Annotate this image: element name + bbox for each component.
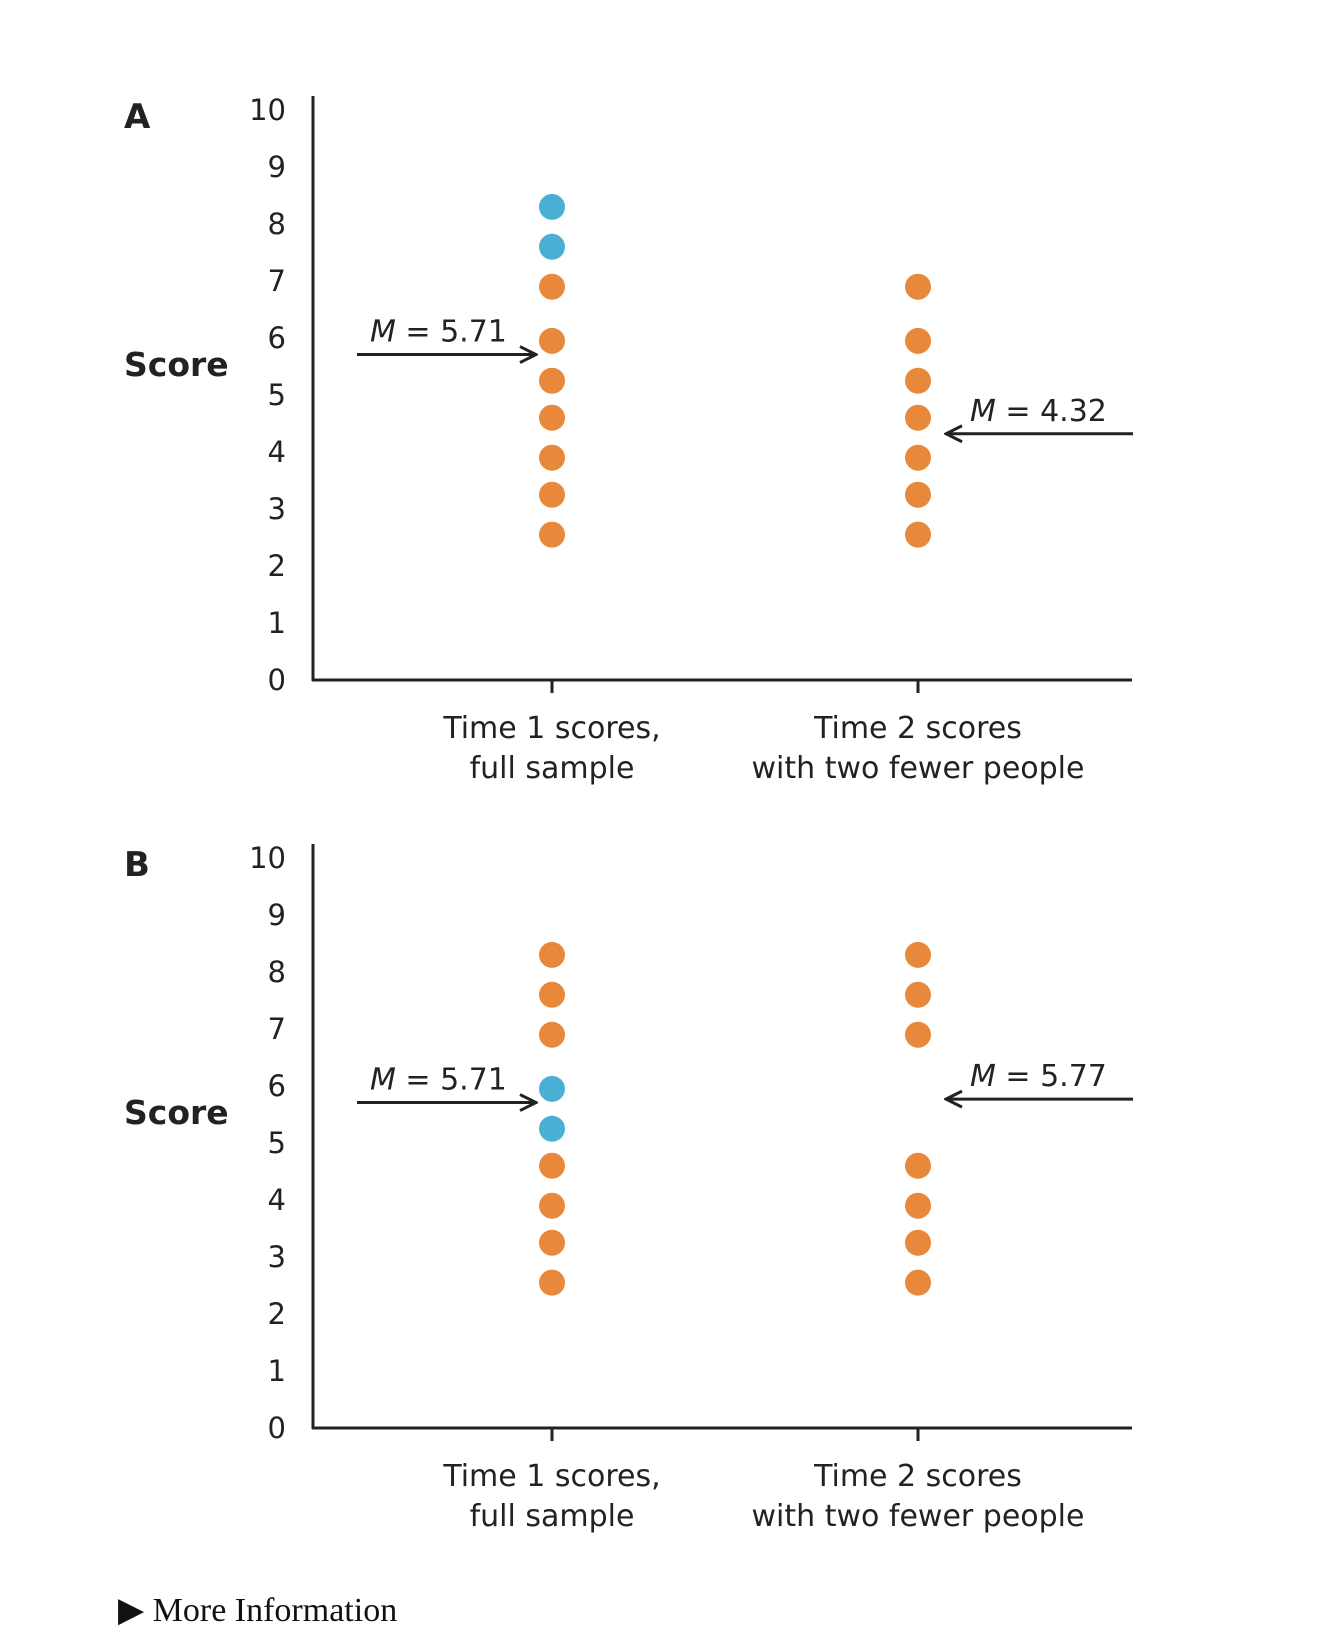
data-point [539,404,565,431]
data-point [539,273,565,300]
data-point [539,941,565,968]
y-tick-label: 0 [268,663,286,697]
data-point [905,367,931,394]
mean-annotation: M = 5.71 [370,1063,507,1098]
data-point [539,1152,565,1179]
panel-b: B Score 0 1 2 3 4 5 6 7 8 9 10 Time 1 scores, full sam… [124,841,1133,1534]
data-point [905,1152,931,1179]
y-tick-label: 2 [268,549,286,583]
data-point [905,1192,931,1219]
data-point [539,1229,565,1256]
data-point [539,481,565,508]
data-point [905,1229,931,1256]
mean-annotation: M = 5.71 [370,315,507,350]
data-point [539,1075,565,1102]
data-point [905,941,931,968]
y-tick-label: 8 [268,955,286,989]
x-category-label: full sample [470,1499,635,1534]
data-point [905,1021,931,1048]
y-tick-label: 3 [268,492,286,526]
x-category-label: Time 1 scores, [442,1459,660,1494]
y-tick-label: 5 [268,378,286,412]
mean-annotation: M = 5.77 [970,1059,1107,1094]
y-axis-label: Score [124,1093,229,1132]
y-tick-label: 4 [268,435,286,469]
data-point [539,233,565,260]
data-point [905,1269,931,1296]
data-point [539,193,565,220]
data-point [539,1021,565,1048]
x-category-label: Time 1 scores, [442,711,660,746]
y-tick-label: 1 [268,606,286,640]
panel-label: B [124,845,150,885]
y-tick-label: 6 [268,1069,286,1103]
y-tick-label: 0 [268,1411,286,1445]
data-point [539,444,565,471]
x-category-label: Time 2 scores [813,711,1022,746]
y-tick-label: 10 [249,93,286,127]
data-point [905,273,931,300]
y-tick-label: 5 [268,1126,286,1160]
y-tick-label: 8 [268,207,286,241]
y-tick-label: 3 [268,1240,286,1274]
data-point [539,1115,565,1142]
x-category-label: with two fewer people [752,751,1085,786]
data-point [539,1192,565,1219]
data-point [905,327,931,354]
data-point [905,444,931,471]
data-point [539,521,565,548]
y-tick-label: 6 [268,321,286,355]
data-point [539,981,565,1008]
y-tick-label: 10 [249,841,286,875]
y-tick-label: 9 [268,150,286,184]
y-tick-label: 7 [268,1012,286,1046]
panel-a: A Score 0 1 2 3 4 5 6 7 8 9 10 Time 1 scores, full sam… [124,93,1133,786]
y-tick-label: 4 [268,1183,286,1217]
x-category-label: full sample [470,751,635,786]
y-tick-label: 9 [268,898,286,932]
y-tick-label: 2 [268,1297,286,1331]
y-tick-label: 1 [268,1354,286,1388]
panel-label: A [124,97,151,137]
data-point [905,404,931,431]
more-information-toggle[interactable]: ▶ More Information [118,1592,398,1629]
data-point [905,521,931,548]
x-category-label: with two fewer people [752,1499,1085,1534]
y-tick-label: 7 [268,264,286,298]
x-category-label: Time 2 scores [813,1459,1022,1494]
mean-annotation: M = 4.32 [970,394,1107,429]
data-point [539,1269,565,1296]
y-axis-label: Score [124,345,229,384]
data-point [539,327,565,354]
data-point [539,367,565,394]
data-point [905,481,931,508]
data-point [905,981,931,1008]
